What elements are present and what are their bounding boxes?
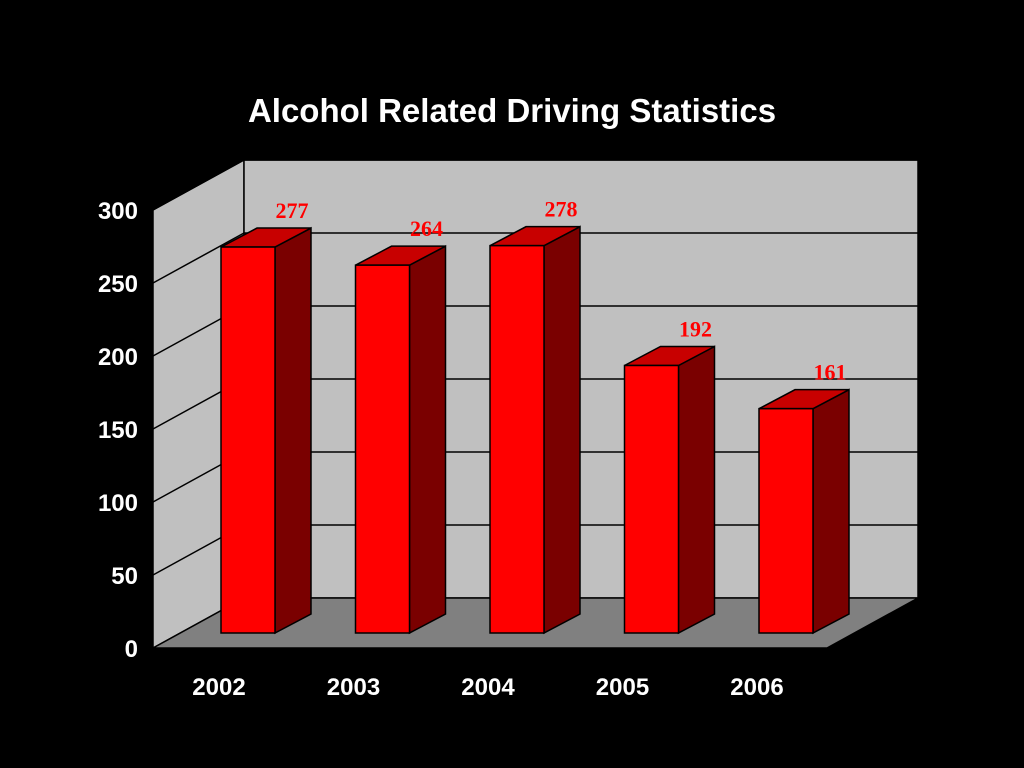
data-label: 264	[410, 216, 443, 241]
x-tick-label: 2006	[730, 674, 783, 701]
x-tick-label: 2005	[596, 674, 649, 701]
bar-side	[677, 345, 716, 635]
y-axis-ticks: 0 50 100 150 200 250 300	[98, 198, 138, 663]
bar	[489, 225, 581, 635]
data-labels: 277 264 278 192 161	[276, 197, 847, 385]
y-tick-label: 200	[98, 344, 138, 371]
y-tick-label: 0	[125, 636, 138, 663]
gridline-side	[152, 159, 245, 211]
bar-front	[354, 264, 411, 634]
y-tick-label: 100	[98, 490, 138, 517]
bar-front	[220, 246, 276, 634]
data-label: 161	[814, 360, 847, 385]
data-label: 277	[276, 198, 309, 223]
x-tick-label: 2002	[192, 674, 245, 701]
bar-side	[274, 226, 312, 635]
bar-front	[623, 364, 680, 634]
x-axis-ticks: 2002 2003 2004 2005 2006	[192, 674, 783, 701]
y-tick-label: 50	[111, 563, 138, 590]
bar	[758, 388, 850, 635]
y-tick-label: 250	[98, 271, 138, 298]
gridline-side	[152, 232, 245, 284]
bar	[354, 244, 447, 635]
bar-front	[489, 244, 545, 634]
bar-side	[812, 388, 850, 635]
x-tick-label: 2003	[327, 674, 380, 701]
data-label: 278	[545, 197, 578, 222]
y-tick-label: 300	[98, 198, 138, 225]
x-tick-label: 2004	[461, 674, 515, 701]
data-label: 192	[679, 316, 712, 341]
bar-side	[408, 244, 447, 635]
bar	[623, 345, 716, 635]
chart-title: Alcohol Related Driving Statistics	[247, 92, 777, 129]
bar-front	[758, 407, 814, 634]
y-tick-label: 150	[98, 417, 138, 444]
bar-side	[543, 225, 581, 635]
bars	[220, 225, 850, 635]
bar	[220, 226, 312, 635]
